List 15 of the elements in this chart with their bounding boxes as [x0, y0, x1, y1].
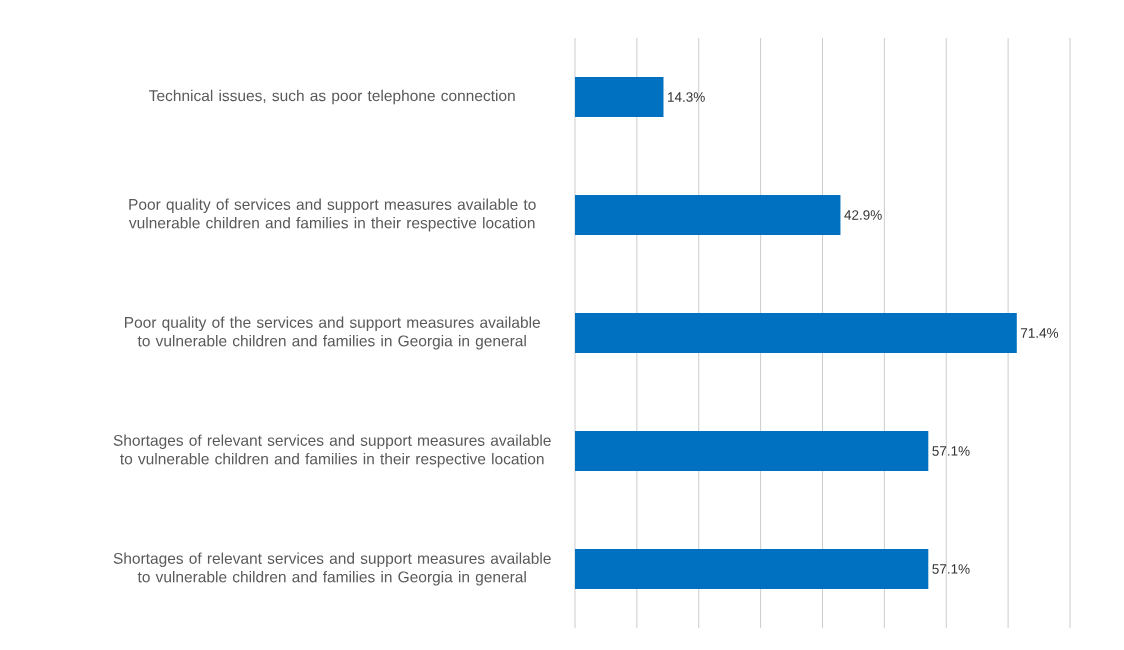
data-label: 42.9%	[844, 210, 882, 220]
bar	[575, 195, 841, 235]
y-tick-label: Poor quality of the services and support measures available to vulnerable children and families in Georgia in general	[124, 316, 540, 350]
y-tick-label: Shortages of relevant services and support measures available to vulnerable children and families in Georgia in general	[113, 552, 551, 586]
bar	[575, 313, 1017, 353]
y-tick-label: Poor quality of services and support measures available to vulnerable children and families in their respective location	[128, 198, 536, 232]
bar	[575, 431, 929, 471]
bar	[575, 77, 664, 117]
bar	[575, 549, 929, 589]
y-tick-label: Shortages of relevant services and support measures available to vulnerable children and families in their respective location	[113, 434, 551, 468]
data-label: 57.1%	[932, 446, 970, 456]
y-tick-label: Technical issues, such as poor telephone connection	[149, 89, 515, 105]
data-label: 57.1%	[932, 564, 970, 574]
data-label: 14.3%	[668, 92, 705, 102]
data-label: 71.4%	[1021, 328, 1059, 338]
